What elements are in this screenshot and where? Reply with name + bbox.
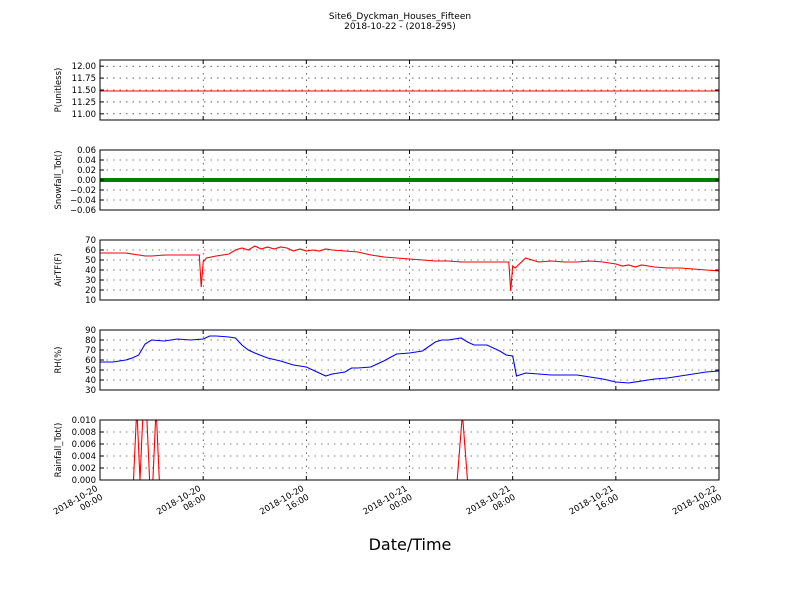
plot-frame [99,59,720,121]
panel-5: 0.000 0.002 0.004 0.006 0.008 0.010 Rainfall_T… [54,416,720,486]
y-tick-label: 70 [85,346,96,356]
y-tick-label: 0.04 [77,156,96,166]
y-tick-label: 11.50 [72,86,96,96]
y-tick-label: 0.06 [77,146,96,156]
y-tick-label: 60 [85,246,96,256]
plot-frame [99,419,720,481]
y-tick-label: 50 [85,256,96,266]
plot-frame [99,329,720,391]
y-tick-label: 90 [85,326,96,336]
y-tick-label: 30 [85,276,96,286]
y-tick-label: 11.00 [72,110,96,120]
y-axis-label: Rainfall_Tot() [54,423,64,478]
y-tick-label: 10 [85,296,96,306]
y-tick-label: 50 [85,366,96,376]
series-line [100,245,719,292]
y-tick-label: −0.02 [70,186,96,196]
chart-subtitle: 2018-10-22 - (2018-295) [344,22,456,32]
y-tick-label: 0.006 [72,440,96,450]
y-axis-label: RH(%) [54,346,64,373]
y-tick-label: 11.25 [72,98,96,108]
panels: 11.00 11.25 11.50 11.75 12.00 P(unitless) −0.0… [52,59,724,517]
y-axis-label: Snowfall_Tot() [54,150,64,209]
y-tick-label: 40 [85,376,96,386]
y-tick-label: 70 [85,236,96,246]
plot-frame [99,239,720,301]
y-tick-label: −0.06 [70,206,96,216]
y-tick-label: −0.04 [70,196,96,206]
y-tick-label: 60 [85,356,96,366]
y-tick-label: 80 [85,336,96,346]
y-tick-label: 0.004 [72,452,96,462]
y-tick-label: 0.010 [72,416,96,426]
y-tick-label: 40 [85,266,96,276]
y-axis-label: P(unitless) [54,68,64,113]
y-tick-label: 12.00 [72,62,96,72]
y-tick-label: 0.00 [77,176,96,186]
y-tick-label: 0.02 [77,166,96,176]
y-tick-label: 0.008 [72,428,96,438]
y-tick-label: 0.000 [72,476,96,486]
y-tick-label: 0.002 [72,464,96,474]
x-axis-label: Date/Time [369,535,452,554]
panel-1: 11.00 11.25 11.50 11.75 12.00 P(unitless) [54,59,720,121]
series-line [100,335,719,384]
panel-2: −0.06−0.04−0.020.000.020.040.06 Snowfall_… [54,146,720,216]
y-tick-label: 20 [85,286,96,296]
chart-title: Site6_Dyckman_Houses_Fifteen [329,12,471,22]
series-line [100,420,719,480]
y-tick-label: 11.75 [72,74,96,84]
y-tick-label: 30 [85,386,96,396]
y-axis-label: AirTF(F) [54,253,64,286]
